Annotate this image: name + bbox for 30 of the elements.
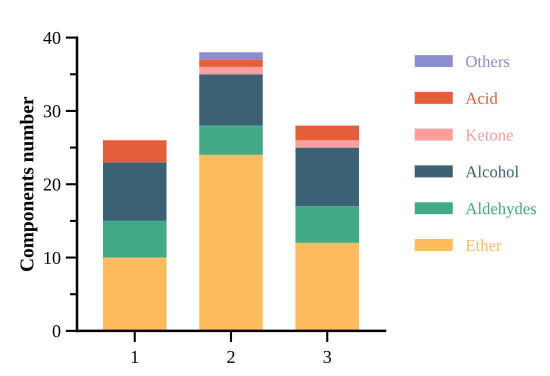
legend-label: Aldehydes (466, 202, 536, 218)
bar (295, 148, 360, 206)
x-tick-label: 1 (132, 350, 138, 363)
y-tick-label: 30 (44, 105, 60, 118)
y-axis-title: Components number (20, 96, 38, 272)
y-tick-label: 20 (44, 178, 60, 191)
bar (295, 126, 360, 140)
legend-label: Alcohol (466, 166, 519, 178)
bar (102, 140, 167, 162)
y-tick-label: 10 (44, 252, 60, 264)
legend-label: Others (466, 55, 510, 68)
legend-label: Ether (466, 239, 502, 252)
bar (199, 154, 263, 331)
y-tick-label: 40 (43, 32, 60, 44)
bar (295, 140, 360, 148)
bar (199, 52, 263, 60)
x-tick-label: 3 (324, 350, 332, 364)
bar (102, 258, 167, 331)
bar (199, 126, 263, 155)
bar (199, 74, 263, 126)
bar (102, 162, 167, 221)
x-tick-label: 2 (227, 350, 235, 363)
bar (199, 60, 263, 67)
legend-label: Acid (466, 92, 498, 104)
bar (102, 220, 167, 258)
legend-label: Ketone (466, 130, 513, 141)
bar (199, 66, 263, 74)
y-tick-label: 0 (52, 325, 60, 338)
bar (295, 242, 360, 331)
bar (295, 206, 360, 243)
